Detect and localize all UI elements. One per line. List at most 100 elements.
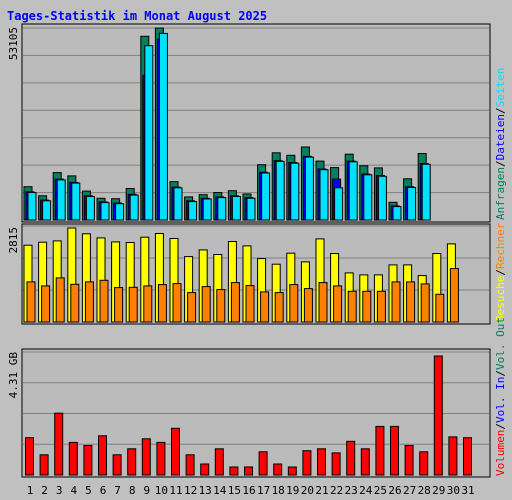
bar-rechner-day-17 — [260, 291, 270, 323]
bar-volumen-day-19 — [287, 466, 297, 476]
bar-volumen-day-12 — [185, 454, 195, 476]
day-label-21: 21 — [315, 484, 328, 497]
bar-volumen-day-31 — [463, 437, 472, 476]
panel-middle-bars — [23, 227, 459, 323]
bar-volumen-day-15 — [229, 466, 239, 476]
panel-top: 53105 Anfragen/Dateien/Seiten — [7, 23, 507, 223]
day-label-12: 12 — [184, 484, 197, 497]
bar-seiten-day-20 — [304, 156, 314, 221]
day-label-24: 24 — [359, 484, 373, 497]
day-label-28: 28 — [418, 484, 431, 497]
bar-volumen-day-30 — [448, 436, 458, 476]
day-label-25: 25 — [374, 484, 387, 497]
day-label-8: 8 — [129, 484, 136, 497]
bar-volumen-day-21 — [317, 448, 326, 476]
bar-rechner-day-13 — [201, 286, 211, 323]
day-label-17: 17 — [257, 484, 270, 497]
legend-separator: / — [494, 269, 507, 276]
panel-bottom: 4.31 GB Volumen/Vol. In/Vol. Out — [7, 317, 507, 478]
bar-seiten-day-8 — [129, 194, 139, 221]
bar-volumen-day-28 — [419, 451, 429, 476]
legend-top-text: Anfragen/Dateien/Seiten — [494, 68, 507, 220]
day-label-14: 14 — [213, 484, 227, 497]
bar-volumen-day-16 — [244, 466, 253, 476]
panel-bottom-scale-label: 4.31 GB — [7, 352, 20, 399]
panel-bottom-legend: Volumen/Vol. In/Vol. Out — [494, 317, 507, 476]
bar-volumen-day-25 — [375, 425, 385, 476]
bar-volumen-day-24 — [360, 448, 370, 476]
bar-seiten-day-3 — [56, 179, 66, 221]
bar-volumen-day-9 — [141, 438, 151, 476]
bar-volumen-day-2 — [39, 454, 49, 476]
legend-middle-text: Besuche/Rechner — [494, 222, 507, 322]
bar-rechner-day-12 — [187, 292, 197, 323]
bar-volumen-day-17 — [258, 451, 268, 476]
legend-separator: / — [494, 160, 507, 167]
bar-rechner-day-18 — [274, 292, 284, 323]
bar-seiten-day-12 — [188, 201, 198, 221]
bar-volumen-day-18 — [273, 463, 283, 476]
bar-rechner-day-19 — [289, 284, 299, 323]
panel-top-legend: Anfragen/Dateien/Seiten — [494, 68, 507, 220]
legend-vol-out: Vol. Out — [494, 317, 507, 370]
bar-rechner-day-25 — [376, 290, 386, 323]
legend-besuche: Besuche — [494, 276, 507, 322]
bar-seiten-day-19 — [290, 162, 300, 221]
bar-rechner-day-14 — [216, 289, 226, 323]
day-label-26: 26 — [388, 484, 401, 497]
day-label-1: 1 — [27, 484, 34, 497]
bar-volumen-day-5 — [83, 445, 93, 476]
bar-volumen-day-1 — [25, 437, 34, 476]
bar-seiten-day-11 — [173, 187, 183, 221]
bar-rechner-day-3 — [55, 277, 65, 323]
day-label-30: 30 — [447, 484, 460, 497]
panel-middle: 2815 Besuche/Rechner — [7, 222, 507, 325]
bar-rechner-day-26 — [391, 281, 401, 323]
bar-rechner-day-24 — [362, 290, 372, 323]
day-label-20: 20 — [301, 484, 314, 497]
day-label-29: 29 — [432, 484, 445, 497]
bar-seiten-day-21 — [319, 169, 329, 221]
bar-rechner-day-8 — [128, 286, 138, 323]
bar-rechner-day-1 — [26, 281, 36, 323]
panel-top-bars — [23, 27, 431, 221]
day-label-7: 7 — [114, 484, 121, 497]
panel-top-scale-label: 53105 — [7, 27, 20, 60]
bar-rechner-day-16 — [245, 285, 255, 323]
day-label-9: 9 — [143, 484, 150, 497]
bar-volumen-day-20 — [302, 450, 312, 476]
bar-seiten-day-16 — [246, 197, 256, 221]
bar-volumen-day-4 — [68, 441, 78, 476]
bar-seiten-day-5 — [85, 196, 95, 221]
bar-volumen-day-14 — [214, 448, 224, 476]
day-label-13: 13 — [199, 484, 212, 497]
bar-seiten-day-15 — [231, 196, 241, 221]
bar-volumen-day-8 — [127, 448, 137, 476]
legend-bottom-text: Volumen/Vol. In/Vol. Out — [494, 317, 507, 476]
bar-volumen-day-23 — [346, 440, 356, 476]
bar-rechner-day-10 — [157, 284, 167, 323]
bar-volumen-day-7 — [112, 454, 122, 476]
bar-rechner-day-15 — [230, 282, 240, 323]
bar-rechner-day-20 — [303, 288, 313, 323]
panel-middle-legend: Besuche/Rechner — [494, 222, 507, 322]
bar-rechner-day-30 — [449, 268, 459, 323]
panel-bottom-gridlines — [23, 351, 489, 445]
bar-volumen-day-11 — [171, 427, 180, 476]
bar-seiten-day-22 — [334, 187, 344, 221]
bar-rechner-day-22 — [333, 285, 343, 323]
panel-middle-scale-label: 2815 — [7, 227, 20, 254]
bar-volumen-day-29 — [433, 355, 443, 476]
legend-rechner: Rechner — [494, 222, 507, 269]
chart-title: Tages-Statistik im Monat August 2025 — [7, 9, 267, 23]
bar-volumen-day-3 — [54, 412, 64, 476]
bar-seiten-day-9 — [144, 45, 154, 221]
bar-volumen-day-27 — [404, 445, 414, 476]
bar-seiten-day-27 — [407, 187, 417, 221]
day-label-16: 16 — [242, 484, 255, 497]
bar-seiten-day-23 — [348, 161, 358, 221]
day-label-5: 5 — [85, 484, 92, 497]
bar-volumen-day-13 — [200, 463, 210, 476]
bar-seiten-day-14 — [217, 197, 227, 221]
day-label-11: 11 — [169, 484, 182, 497]
